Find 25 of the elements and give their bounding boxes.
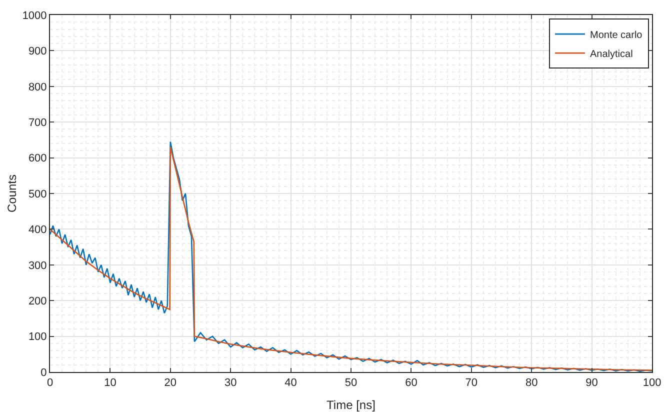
x-axis-title: Time [ns] xyxy=(326,398,376,412)
y-tick-label: 900 xyxy=(28,46,47,58)
x-tick-label: 10 xyxy=(104,377,116,390)
y-axis-title: Counts xyxy=(5,174,19,213)
x-tick-label: 80 xyxy=(525,377,538,390)
y-tick-label: 300 xyxy=(28,260,47,272)
x-tick-label: 100 xyxy=(642,377,662,390)
y-tick-label: 700 xyxy=(28,116,47,129)
y-tick-label: 800 xyxy=(28,81,47,94)
y-tick-label: 500 xyxy=(28,188,47,200)
x-tick-label: 20 xyxy=(164,377,177,390)
y-tick-label: 1000 xyxy=(22,10,47,22)
x-tick-label: 90 xyxy=(586,377,598,390)
x-tick-label: 40 xyxy=(284,377,297,390)
legend-label: Monte carlo xyxy=(590,30,643,41)
x-tick-label: 30 xyxy=(224,377,237,390)
x-tick-label: 60 xyxy=(405,377,418,390)
legend-label: Analytical xyxy=(590,48,633,60)
y-tick-label: 600 xyxy=(28,152,47,165)
y-tick-label: 200 xyxy=(28,295,47,308)
x-tick-label: 50 xyxy=(344,377,358,390)
x-tick-label: 70 xyxy=(465,377,478,390)
y-tick-label: 0 xyxy=(40,366,47,379)
y-tick-label: 100 xyxy=(28,331,47,344)
y-tick-label: 400 xyxy=(28,224,47,236)
